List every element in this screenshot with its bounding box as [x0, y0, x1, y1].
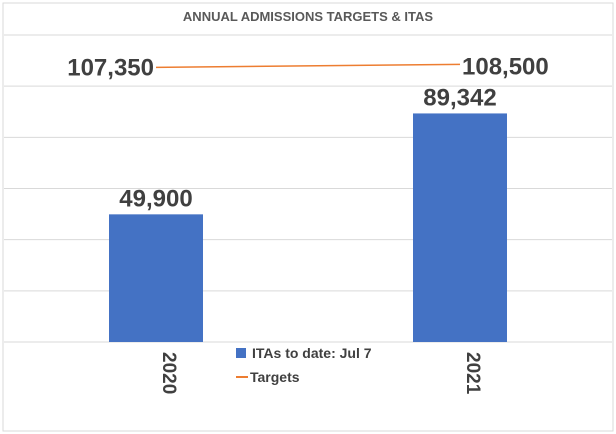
bar-series	[109, 113, 507, 342]
x-tick-2020: 2020	[158, 352, 179, 394]
gridlines	[4, 34, 612, 343]
chart-title: ANNUAL ADMISSIONS TARGETS & ITAS	[183, 9, 433, 24]
target-line	[155, 63, 461, 69]
bar-label-2020: 49,900	[119, 185, 192, 212]
x-axis-tick-labels: 2020 2021	[158, 352, 483, 395]
line-data-labels: 107,350 108,500	[67, 53, 549, 81]
legend-label-targets: Targets	[250, 369, 300, 385]
target-line-series	[155, 63, 461, 69]
bar-data-labels: 49,900 89,342	[119, 84, 496, 212]
legend-swatch-itas	[236, 348, 246, 358]
bar-2021	[413, 113, 507, 342]
x-tick-2021: 2021	[462, 352, 483, 395]
target-label-2021: 108,500	[462, 53, 549, 80]
legend-label-itas: ITAs to date: Jul 7	[252, 345, 372, 361]
bar-2020	[109, 214, 203, 342]
target-label-2020: 107,350	[67, 54, 154, 81]
bar-label-2021: 89,342	[423, 84, 496, 111]
legend: ITAs to date: Jul 7 Targets	[236, 345, 372, 385]
